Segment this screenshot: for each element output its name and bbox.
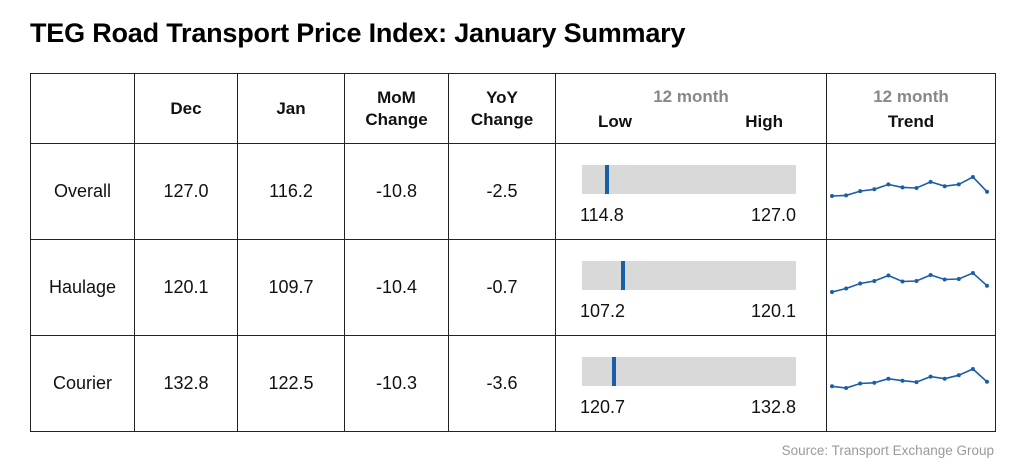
yoy-value: -2.5 xyxy=(448,143,556,240)
trend-point xyxy=(872,380,877,385)
trend-line xyxy=(831,368,988,389)
dec-value: 127.0 xyxy=(134,143,238,240)
jan-value: 116.2 xyxy=(237,143,345,240)
trend-point xyxy=(970,271,975,275)
price-index-table: Dec Jan MoM Change YoY Change 12 month L… xyxy=(30,73,996,432)
header-trend: 12 month Trend xyxy=(826,73,996,144)
range-cell: 114.8 127.0 xyxy=(555,143,827,240)
trend-line xyxy=(831,176,988,197)
chart-title: TEG Road Transport Price Index: January … xyxy=(30,18,686,48)
header-jan: Jan xyxy=(237,73,345,144)
table-row-courier: Courier 132.8 122.5 -10.3 -3.6 120.7 132… xyxy=(30,335,996,432)
range-low-value: 107.2 xyxy=(580,301,626,321)
trend-point xyxy=(985,189,989,194)
trend-cell xyxy=(826,239,996,336)
trend-point xyxy=(914,279,919,283)
trend-point xyxy=(956,373,961,378)
dec-value: 132.8 xyxy=(134,335,238,432)
trend-point xyxy=(970,175,975,179)
mom-value: -10.3 xyxy=(344,335,449,432)
yoy-value: -0.7 xyxy=(448,239,556,336)
trend-point xyxy=(858,189,863,194)
header-row: Dec Jan MoM Change YoY Change 12 month L… xyxy=(30,73,996,144)
range-bar xyxy=(582,165,796,194)
range-low-value: 120.7 xyxy=(580,397,626,417)
trend-point xyxy=(830,384,834,389)
range-high-value: 132.8 xyxy=(750,397,796,417)
trend-cell xyxy=(826,143,996,240)
mom-value: -10.4 xyxy=(344,239,449,336)
header-trend-caption: 12 month xyxy=(873,87,949,106)
trend-point xyxy=(886,182,891,187)
trend-point xyxy=(830,194,834,198)
range-marker xyxy=(621,261,626,290)
jan-value: 122.5 xyxy=(237,335,345,432)
trend-point xyxy=(844,193,849,198)
trend-point xyxy=(956,277,961,281)
range-marker xyxy=(604,165,609,194)
range-bar xyxy=(582,357,796,386)
jan-value: 109.7 xyxy=(237,239,345,336)
trend-point xyxy=(844,286,849,291)
dec-value: 120.1 xyxy=(134,239,238,336)
header-range-high: High xyxy=(745,112,783,131)
header-yoy: YoY Change xyxy=(448,73,556,144)
header-mom-line2: Change xyxy=(365,109,428,129)
header-dec: Dec xyxy=(134,73,238,144)
trend-point xyxy=(985,379,989,384)
trend-point xyxy=(830,290,834,294)
trend-point xyxy=(844,386,849,390)
trend-point xyxy=(900,378,905,383)
trend-sparkline xyxy=(830,175,989,198)
range-high-value: 127.0 xyxy=(750,205,796,225)
header-range-caption: 12 month xyxy=(653,87,729,106)
table-row-haulage: Haulage 120.1 109.7 -10.4 -0.7 107.2 120… xyxy=(30,239,996,336)
trend-point xyxy=(914,186,919,190)
row-label: Overall xyxy=(30,143,135,240)
trend-point xyxy=(928,374,933,379)
range-marker xyxy=(611,357,616,386)
trend-point xyxy=(886,273,891,278)
trend-point xyxy=(886,376,891,381)
trend-point xyxy=(858,281,863,286)
trend-point xyxy=(985,283,989,288)
corner-cell xyxy=(30,73,135,144)
trend-point xyxy=(872,187,877,192)
trend-cell xyxy=(826,335,996,432)
header-yoy-line1: YoY xyxy=(486,87,518,107)
range-low-value: 114.8 xyxy=(580,205,624,225)
range-cell: 107.2 120.1 xyxy=(555,239,827,336)
range-high-value: 120.1 xyxy=(750,301,796,321)
range-bar xyxy=(582,261,796,290)
source-note: Source: Transport Exchange Group xyxy=(781,443,994,458)
row-label: Haulage xyxy=(30,239,135,336)
trend-sparkline xyxy=(830,271,989,294)
trend-point xyxy=(942,376,947,381)
row-label: Courier xyxy=(30,335,135,432)
trend-point xyxy=(900,279,905,284)
header-range-low: Low xyxy=(598,112,632,131)
trend-point xyxy=(942,277,947,282)
yoy-value: -3.6 xyxy=(448,335,556,432)
trend-point xyxy=(942,184,947,189)
trend-point xyxy=(900,185,905,190)
header-range: 12 month Low High xyxy=(555,73,827,144)
header-mom-line1: MoM xyxy=(377,87,416,107)
table-row-overall: Overall 127.0 116.2 -10.8 -2.5 114.8 127… xyxy=(30,143,996,240)
trend-sparkline xyxy=(830,367,989,390)
trend-point xyxy=(928,179,933,184)
trend-point xyxy=(914,380,919,385)
range-cell: 120.7 132.8 xyxy=(555,335,827,432)
header-trend-label: Trend xyxy=(887,112,935,131)
mom-value: -10.8 xyxy=(344,143,449,240)
trend-point xyxy=(970,367,975,371)
trend-line xyxy=(831,272,988,293)
trend-point xyxy=(858,381,863,386)
header-yoy-line2: Change xyxy=(470,109,534,129)
trend-point xyxy=(956,182,961,187)
trend-point xyxy=(872,279,877,283)
trend-point xyxy=(928,273,933,277)
header-mom: MoM Change xyxy=(344,73,449,144)
